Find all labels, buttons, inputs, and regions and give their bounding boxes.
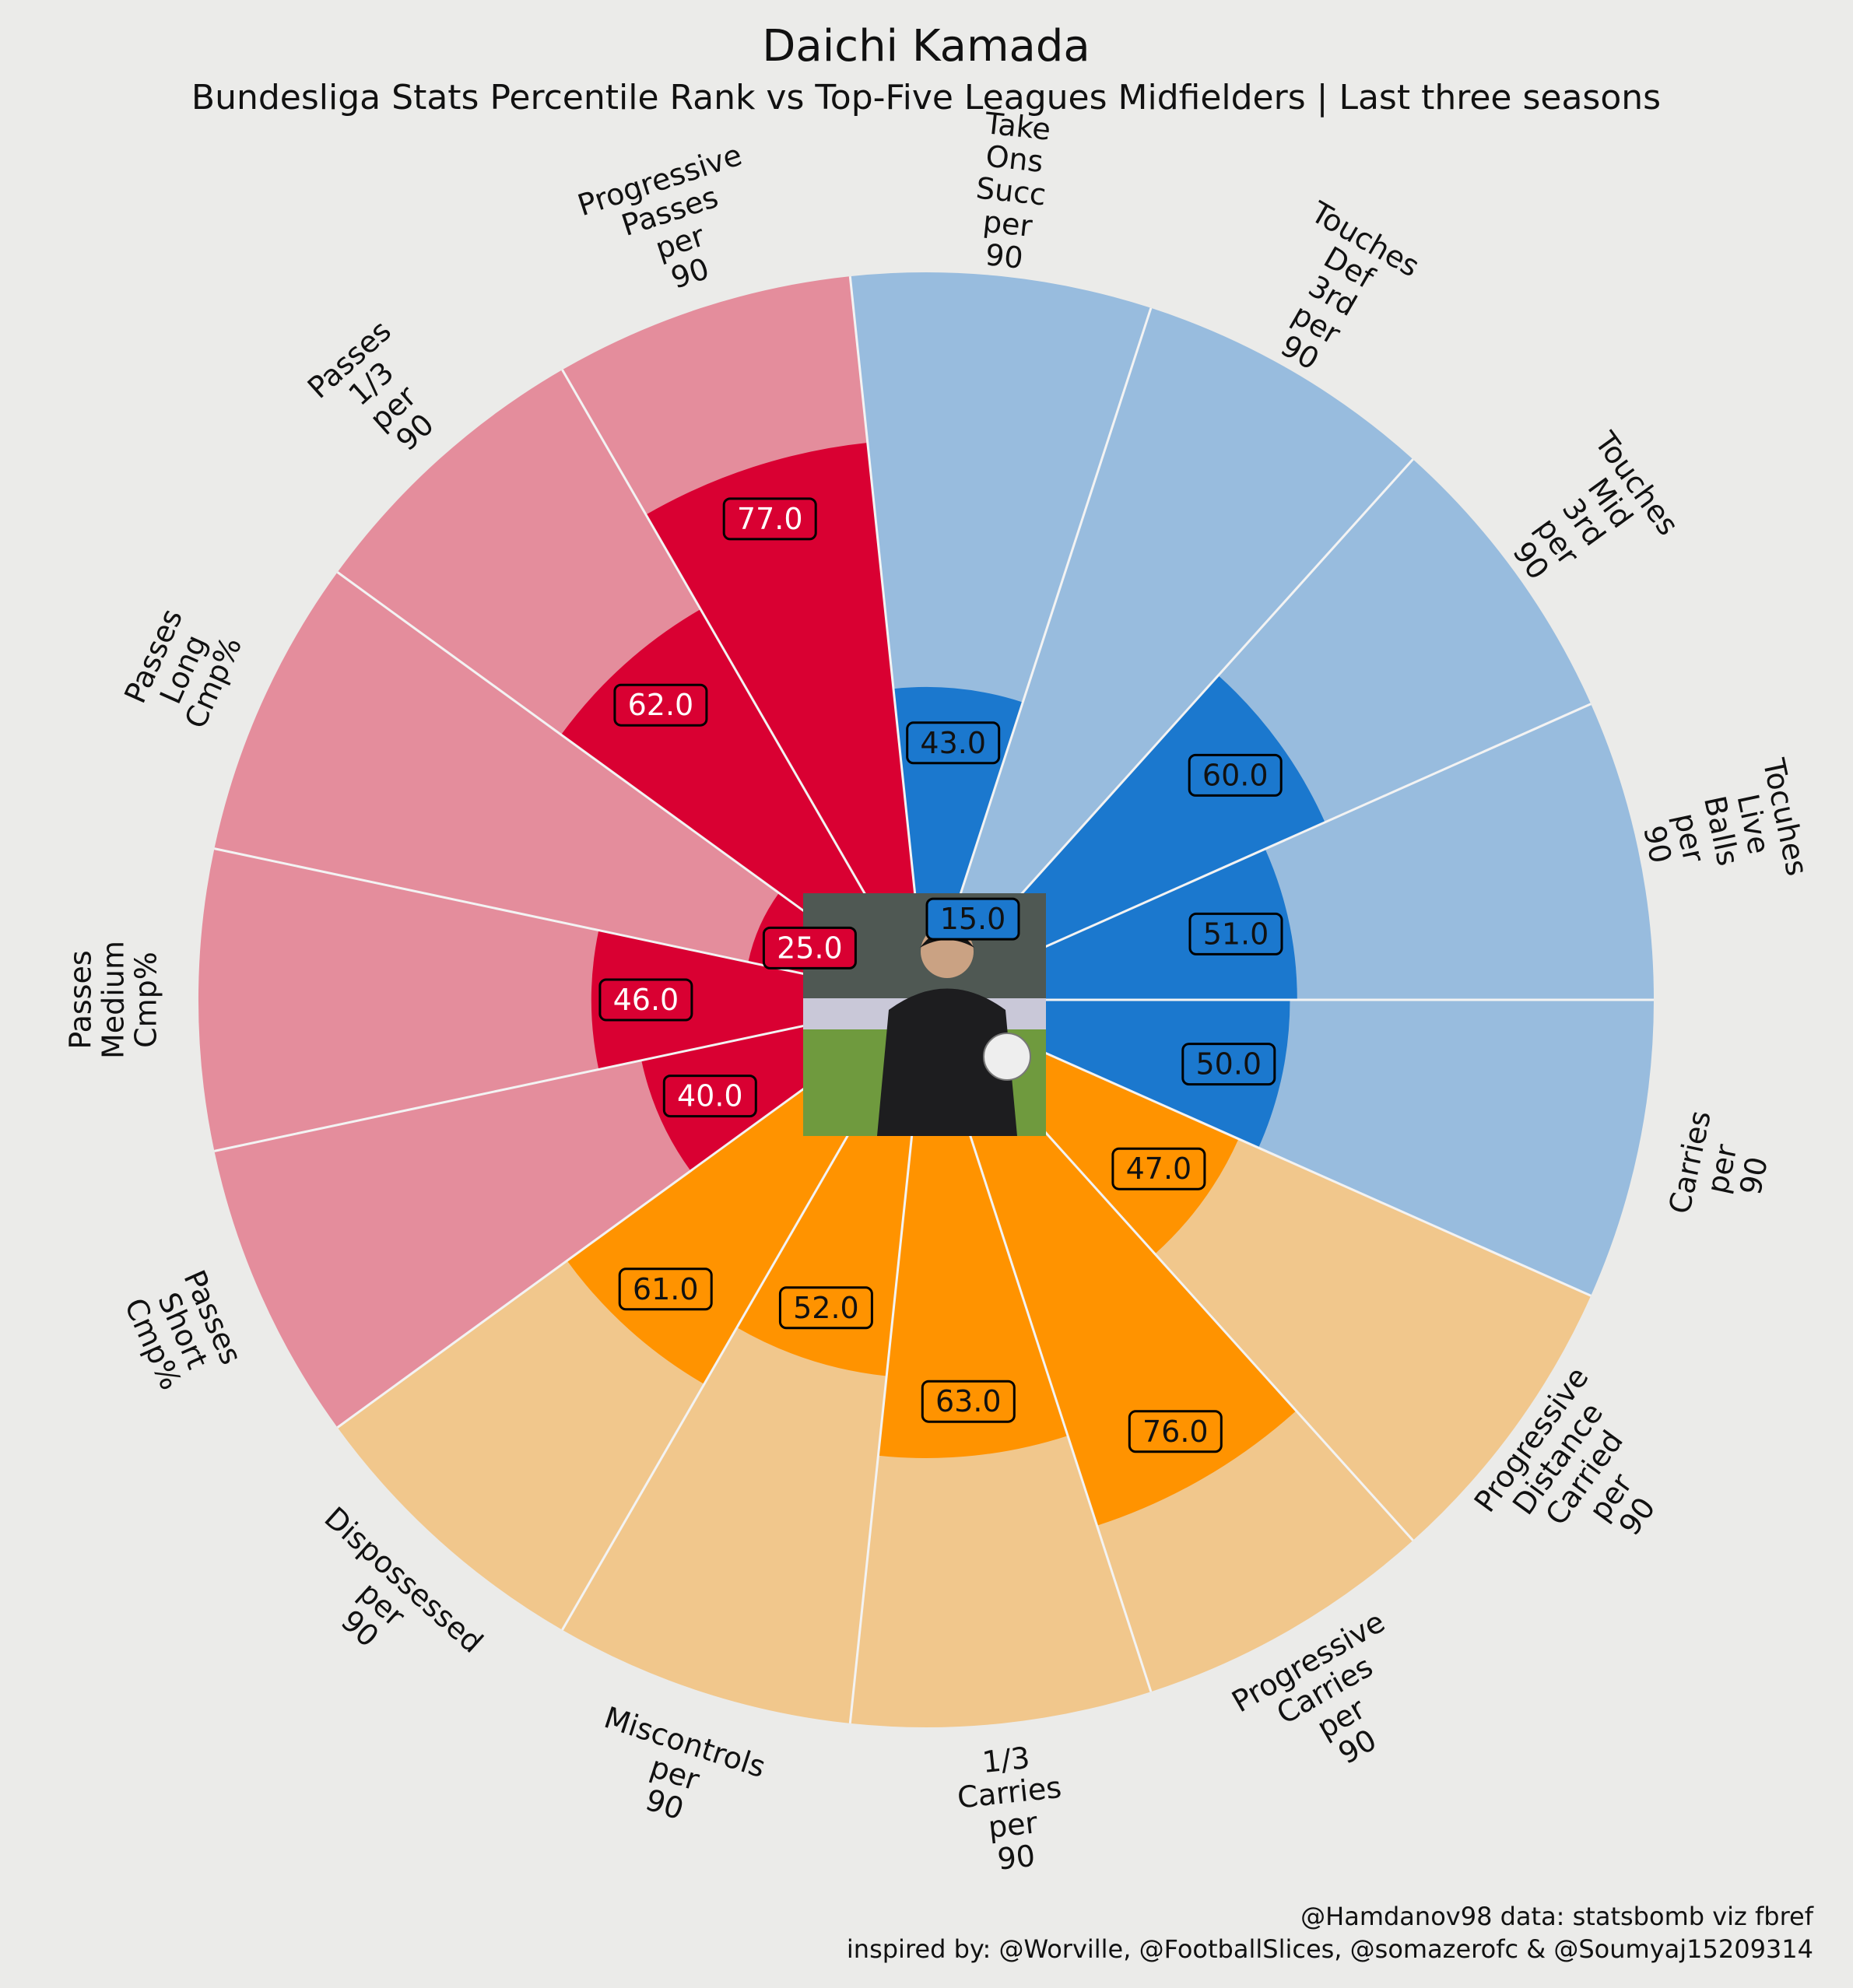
value-label-text: 50.0 [1195,1047,1262,1082]
value-label-box [1188,912,1283,955]
value-label-text: 52.0 [793,1291,859,1325]
value-label-text: 40.0 [677,1079,743,1113]
category-label-line: 90 [984,237,1025,275]
value-label-box [662,1075,757,1118]
value-label-box [613,683,708,727]
value-label-text: 76.0 [1142,1415,1209,1449]
value-label: 25.0 [762,926,857,969]
category-label-line: 90 [1637,822,1678,866]
value-label-box [722,497,817,541]
category-label-line: 90 [1733,1154,1774,1197]
value-label-box [1128,1410,1223,1453]
category-label-line: Ons [984,138,1045,178]
value-label-text: 61.0 [633,1272,699,1306]
value-label-box [778,1286,873,1330]
value-bar [646,443,926,1000]
category-label-line: Medium [96,941,130,1059]
category-label-line: Passes [63,950,97,1049]
separator-line [925,307,1153,1001]
category-label: PassesMediumCmp% [63,941,163,1059]
value-label-box [762,926,857,969]
value-label: 77.0 [722,497,817,541]
value-label-text: 43.0 [920,726,986,760]
value-label: 61.0 [618,1267,713,1311]
category-label-line: per [987,1805,1040,1844]
separator-line [848,275,928,1001]
category-label-line: Succ [974,170,1048,212]
category-label: PassesShortCmp% [118,1265,249,1396]
value-label-box [1181,1043,1276,1086]
category-label-line: 1/3 [981,1741,1031,1779]
value-label-text: 46.0 [613,983,679,1017]
value-label: 46.0 [598,978,693,1022]
value-label-text: 62.0 [628,688,694,722]
category-label-line: 90 [995,1839,1037,1877]
value-label-box [925,897,1020,941]
value-label-box [1188,753,1283,797]
category-label: Passes1/3per90 [301,314,463,479]
chart-subtitle: Bundesliga Stats Percentile Rank vs Top-… [191,78,1661,117]
value-label-text: 25.0 [777,931,843,965]
category-label-line: per [981,205,1034,244]
value-label-text: 60.0 [1202,758,1269,792]
value-label-text: 15.0 [940,902,1006,936]
value-label-box [921,1380,1016,1423]
category-label: ProgressivePassesper90 [574,138,776,316]
value-label: 50.0 [1181,1043,1276,1086]
value-bar [591,930,926,1070]
value-label: 76.0 [1128,1410,1223,1453]
category-label: Miscontrolsper90 [580,1700,770,1846]
background-slice [198,848,926,1152]
value-label-box [618,1267,713,1311]
category-label: 1/3Carriesper90 [953,1737,1070,1880]
credit-line-1: @Hamdanov98 data: statsbomb viz fbref [1300,1902,1814,1931]
value-label: 60.0 [1188,753,1283,797]
value-label: 47.0 [1111,1147,1206,1190]
value-label: 43.0 [906,721,1001,765]
value-label-text: 47.0 [1126,1152,1192,1186]
value-label-text: 51.0 [1203,917,1269,951]
value-label: 40.0 [662,1075,757,1118]
category-label-line: Take [983,106,1052,147]
value-label: 52.0 [778,1286,873,1330]
category-label-line: Cmp% [128,952,163,1048]
category-label: Carriesper90 [1662,1107,1781,1230]
value-label-text: 63.0 [935,1384,1002,1418]
credit-line-2: inspired by: @Worville, @FootballSlices,… [847,1934,1813,1964]
category-label: TocuhesLiveBallsper90 [1628,755,1814,906]
photo-ball [983,1033,1031,1081]
value-label: 15.0 [925,897,1020,941]
category-label: TakeOnsSuccper90 [967,106,1055,277]
background-slice [214,572,926,1000]
category-label: PassesLongCmp% [118,604,249,735]
value-label: 62.0 [613,683,708,727]
value-label-box [1111,1147,1206,1190]
background-slice [926,307,1413,1000]
value-label-box [906,721,1001,765]
value-label: 63.0 [921,1380,1016,1423]
value-label-text: 77.0 [737,502,803,536]
value-label-box [598,978,693,1022]
value-label: 51.0 [1188,912,1283,955]
chart-title: Daichi Kamada [762,21,1090,72]
photo-shirt [877,988,1017,1136]
value-labels: 50.0 51.0 60.0 15.0 43.0 77.0 62.0 25.0 46.0 40.0… [598,497,1283,1453]
